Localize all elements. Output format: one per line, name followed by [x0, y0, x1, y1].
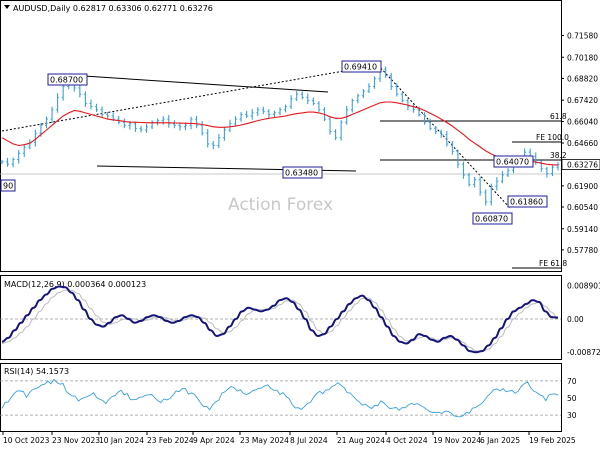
- price-annotation-label: 0.68700: [50, 76, 83, 85]
- fib-label-fe-100: FE 100.0: [536, 133, 569, 142]
- fib-label-61-8: 61.8: [550, 112, 567, 121]
- macd-y-axis: 0.008901 0.00 -0.008729: [567, 281, 600, 357]
- main-y-tick-label: 0.66040: [567, 118, 598, 127]
- rsi-y-tick-label: 70: [567, 377, 577, 386]
- price-annotation-boxes: 0.68700 0.69410 0.63480 0.64070 0.618600.608…: [0, 60, 548, 225]
- x-tick-label: 23 Nov 2023: [52, 436, 100, 445]
- main-y-tick-label: 0.60540: [567, 203, 598, 212]
- price-annotation-label: 0.60870: [475, 215, 508, 224]
- price-annotation-label: 90: [3, 182, 13, 191]
- main-y-tick-label: 0.57780: [567, 246, 598, 255]
- main-y-tick-label: 0.68820: [567, 74, 598, 83]
- rsi-panel-frame: [0, 363, 562, 432]
- x-tick-label: 21 Aug 2024: [337, 436, 385, 445]
- main-y-tick-label: 0.70180: [567, 53, 598, 62]
- rsi-header: RSI(14) 54.1573: [4, 367, 69, 376]
- watermark: Action Forex: [228, 195, 333, 215]
- main-y-tick-label: 0.59140: [567, 225, 598, 234]
- main-y-axis: 0.71580 0.70180 0.68820 0.67420 0.66040 0.646…: [561, 32, 600, 255]
- rsi-y-axis: 70 50 30: [567, 377, 577, 420]
- x-tick-label: 23 Feb 2024: [147, 436, 194, 445]
- macd-line: [1, 285, 559, 354]
- x-tick-label: 6 Jan 2025: [480, 436, 520, 445]
- trendline-upper: [83, 75, 329, 93]
- main-y-tick-label: 0.67420: [567, 96, 598, 105]
- rsi-series: [0, 378, 561, 418]
- rsi-y-tick-label: 30: [567, 411, 577, 420]
- x-tick-label: 19 Feb 2025: [529, 436, 576, 445]
- dropdown-arrow-icon[interactable]: [4, 5, 10, 9]
- macd-signal-line: [1, 289, 559, 353]
- x-tick-label: 4 Oct 2024: [386, 436, 428, 445]
- price-annotation-box: [341, 60, 382, 73]
- macd-y-tick-label: 0.00: [567, 315, 584, 324]
- main-y-tick-label: 0.71580: [567, 32, 598, 41]
- price-annotation-label: 0.63480: [285, 169, 318, 178]
- rsi-y-tick-label: 50: [567, 394, 577, 403]
- price-annotation-box: [0, 179, 16, 192]
- price-annotation-label: 0.69410: [344, 63, 377, 72]
- x-tick-label: 10 Jan 2024: [99, 436, 144, 445]
- price-annotation-label: 0.61860: [510, 198, 543, 207]
- fib-label-38-2: 38.2: [550, 151, 567, 160]
- macd-header: MACD(12,26,9) 0.000364 0.000123: [4, 280, 146, 289]
- main-y-tick-label: 0.61900: [567, 182, 598, 191]
- price-annotation-box: [472, 212, 513, 225]
- price-annotation-box: [47, 73, 88, 86]
- price-annotation-box: [282, 166, 323, 179]
- macd-panel-frame: [0, 275, 562, 360]
- moving-average-line: [1, 101, 559, 166]
- main-header: AUDUSD,Daily 0.62817 0.63306 0.62771 0.6…: [13, 4, 213, 13]
- rsi-line: [1, 378, 559, 418]
- price-bars: [0, 66, 560, 206]
- macd-series: [0, 285, 561, 354]
- x-tick-label: 19 Nov 2024: [433, 436, 481, 445]
- trendline-dotted-down: [377, 64, 511, 209]
- main-panel-frame: [0, 0, 562, 272]
- main-y-tick-label: 0.64660: [567, 139, 598, 148]
- price-annotation-box: [507, 195, 548, 208]
- x-tick-label: 9 Apr 2024: [193, 436, 235, 445]
- x-tick-label: 10 Oct 2023: [3, 436, 50, 445]
- last-price-box: [561, 159, 600, 170]
- x-tick-label: 23 May 2024: [240, 436, 289, 445]
- x-tick-label: 8 Jul 2024: [290, 436, 328, 445]
- main-y-tick-label: 0.63276: [567, 161, 598, 170]
- fib-label-fe-61-8: FE 61.8: [539, 259, 567, 268]
- price-annotation-label: 0.64070: [496, 158, 529, 167]
- macd-y-tick-label: 0.008901: [567, 281, 600, 290]
- moving-average-series: [1, 101, 559, 166]
- price-annotation-box: [493, 155, 534, 168]
- macd-y-tick-label: -0.008729: [567, 348, 600, 357]
